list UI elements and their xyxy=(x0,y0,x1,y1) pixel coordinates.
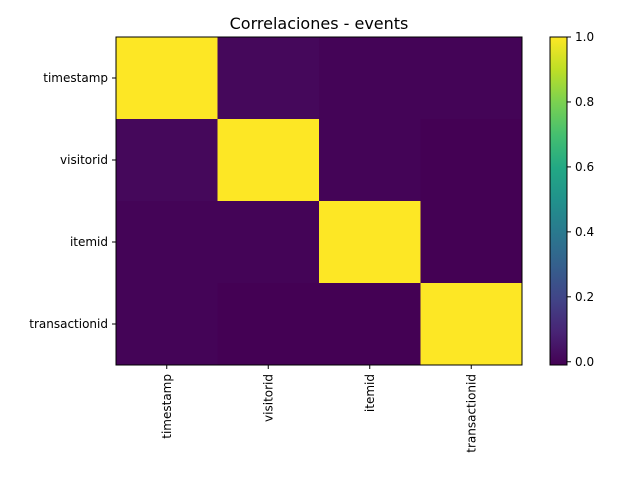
colorbar-tick-label: 0.8 xyxy=(575,95,594,109)
heatmap-cell xyxy=(217,119,320,202)
x-tick-label: timestamp xyxy=(160,374,174,439)
heatmap-cell xyxy=(116,37,218,120)
heatmap-cell xyxy=(217,201,320,284)
colorbar-tick-label: 0.6 xyxy=(575,160,594,174)
y-axis: timestamp visitorid itemid transactionid xyxy=(29,71,116,331)
x-axis: timestamp visitorid itemid transactionid xyxy=(160,365,478,453)
heatmap-cell xyxy=(116,119,218,202)
colorbar xyxy=(550,37,567,365)
heatmap-cell xyxy=(217,37,320,120)
colorbar-tick-label: 1.0 xyxy=(575,30,594,44)
x-tick-label: itemid xyxy=(363,374,377,412)
heatmap-cell xyxy=(420,201,523,284)
heatmap-cell xyxy=(420,283,523,366)
x-tick-label: visitorid xyxy=(261,374,275,422)
y-tick-label: transactionid xyxy=(29,317,108,331)
colorbar-tick-label: 0.4 xyxy=(575,225,594,239)
heatmap-cell xyxy=(319,201,421,284)
heatmap-cell xyxy=(319,37,421,120)
heatmap-cell xyxy=(319,283,421,366)
y-tick-label: timestamp xyxy=(43,71,108,85)
heatmap-cell xyxy=(217,283,320,366)
heatmap-cell xyxy=(420,37,523,120)
colorbar-axis: 0.0 0.2 0.4 0.6 0.8 1.0 xyxy=(567,30,594,369)
heatmap-cell xyxy=(319,119,421,202)
chart-title: Correlaciones - events xyxy=(230,14,409,33)
heatmap-cell xyxy=(116,201,218,284)
heatmap-cell xyxy=(116,283,218,366)
y-tick-label: visitorid xyxy=(60,153,108,167)
y-tick-label: itemid xyxy=(70,235,108,249)
colorbar-tick-label: 0.2 xyxy=(575,290,594,304)
colorbar-tick-label: 0.0 xyxy=(575,355,594,369)
x-tick-label: transactionid xyxy=(464,374,478,453)
heatmap-cells xyxy=(116,37,523,366)
colorbar-frame xyxy=(549,36,568,366)
heatmap-frame xyxy=(115,36,523,366)
heatmap-cell xyxy=(420,119,523,202)
